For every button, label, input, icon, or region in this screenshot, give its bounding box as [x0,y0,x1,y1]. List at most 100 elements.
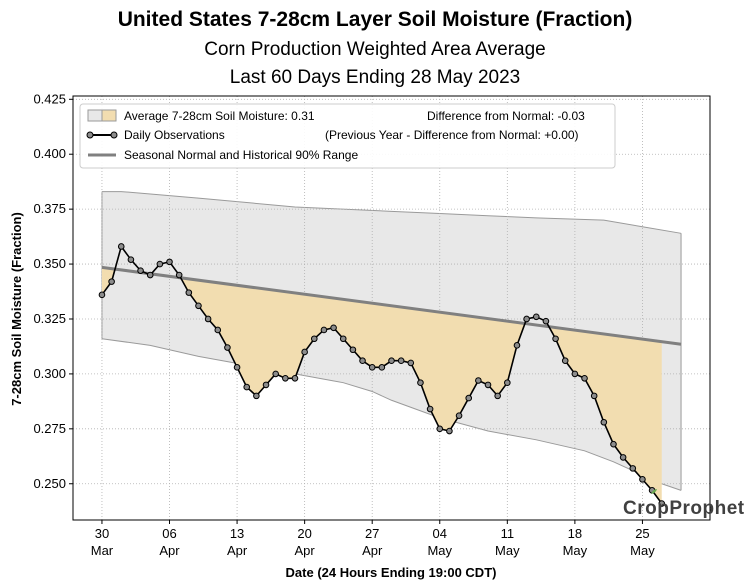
y-tick-label: 0.350 [33,256,66,271]
observation-point [552,335,559,343]
x-tick-label: Apr [159,543,180,558]
x-tick-label: Apr [227,543,248,558]
y-tick-label: 0.250 [33,476,66,491]
observation-point [214,326,222,334]
x-tick-label: 30 [95,526,109,541]
observation-point [407,359,415,367]
observation-point [204,315,212,323]
plot-frame [72,95,711,521]
y-tick-label: 0.275 [33,421,66,436]
observation-point [127,256,135,263]
y-tick-label: 0.325 [33,311,66,326]
cropprophet-logo: CropProphet [623,489,745,519]
x-tick-label: May [495,543,520,558]
x-tick-label: May [563,543,588,558]
x-tick-label: 25 [635,526,649,541]
x-tick-label: May [427,543,452,558]
chart-subtitle-period: Last 60 Days Ending 28 May 2023 [229,67,521,88]
observation-point [146,271,154,279]
observation-point [301,348,308,356]
observation-point [320,326,328,334]
observation-point [619,454,627,461]
chart-title: United States 7-28cm Layer Soil Moisture… [117,8,633,31]
observation-point [523,315,530,323]
observation-point [330,324,337,332]
observation-point [532,313,540,321]
x-tick-label: 13 [230,526,244,541]
legend-average-label: Average 7-28cm Soil Moisture: 0.31 [124,109,315,123]
observation-point [108,278,115,285]
legend-previous-year-label: (Previous Year - Difference from Normal:… [325,128,579,142]
x-axis-label: Date (24 Hours Ending 19:00 CDT) [286,565,497,580]
observation-point [513,342,521,349]
observation-point [195,302,202,310]
observation-point [581,375,588,382]
observation-point [561,357,569,365]
observation-point [629,465,637,472]
legend-range-swatch [87,109,103,122]
observation-point [426,405,434,413]
x-tick-label: Mar [91,543,114,558]
observation-point [494,392,501,400]
legend-observation-marker [86,131,94,139]
legend-observation-marker [110,131,118,139]
observation-point [262,381,270,389]
observation-point [504,379,511,386]
observation-point [349,346,357,354]
x-tick-label: 06 [162,526,176,541]
y-tick-label: 0.425 [33,91,66,106]
legend-difference-label: Difference from Normal: -0.03 [427,109,585,123]
observation-point [359,357,366,365]
legend-normal-label: Seasonal Normal and Historical 90% Range [124,148,358,162]
observation-point [658,500,666,507]
legend-box [79,103,616,169]
x-tick-label: 04 [433,526,447,541]
range-lower-edge [101,338,682,491]
observation-point [436,425,444,433]
legend-daily-label: Daily Observations [124,128,225,142]
deficit-area [181,277,525,432]
observation-point [291,375,299,382]
observation-point [233,364,241,371]
y-tick-label: 0.300 [33,366,66,381]
observation-point [484,381,492,389]
observation-point [282,375,289,382]
observation-point [272,370,279,378]
x-tick-label: 11 [501,526,515,541]
observation-point [542,317,550,325]
legend-deficit-swatch [101,109,117,122]
observation-point [475,377,482,384]
observation-point [455,412,463,419]
x-tick-label: 20 [297,526,311,541]
observation-point [310,335,318,343]
observation-point [639,476,646,483]
y-tick-label: 0.400 [33,146,66,161]
deficit-area [549,326,662,504]
observation-point [397,357,405,365]
observation-point [465,394,473,402]
observation-point [417,379,424,386]
x-tick-label: May [630,543,655,558]
logo-text: CropProphet [623,498,745,519]
seasonal-normal-line [101,265,682,346]
observation-point [600,418,608,426]
observation-point [156,260,164,268]
observation-point [339,335,347,343]
observation-point [166,258,173,266]
x-tick-label: Apr [295,543,316,558]
observation-point [446,427,453,435]
observation-point [610,440,617,448]
leaf-icon [651,489,657,494]
x-tick-label: 27 [365,526,379,541]
observation-point [378,364,386,371]
observation-point [137,267,144,274]
observation-point [117,243,125,250]
x-tick-label: 18 [568,526,582,541]
x-tick-label: Apr [362,543,383,558]
chart-subtitle: Corn Production Weighted Area Average [204,39,546,60]
observation-point [98,291,106,299]
observation-point [253,392,260,400]
deficit-area [101,267,115,295]
observation-point [590,392,598,400]
